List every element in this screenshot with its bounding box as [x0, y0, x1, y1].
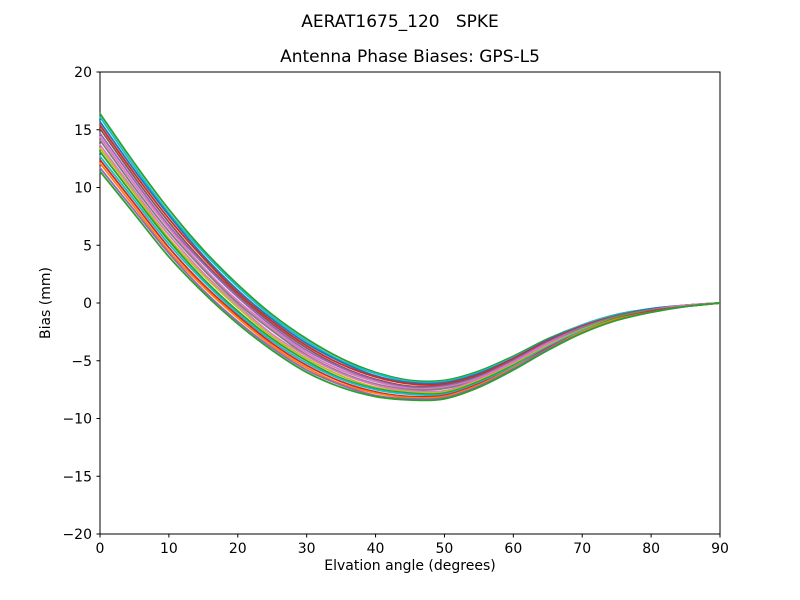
y-tick-label: 15	[74, 123, 92, 139]
x-tick-label: 60	[504, 541, 522, 557]
x-tick-label: 50	[436, 541, 454, 557]
series-line-line-16	[99, 170, 721, 402]
x-tick-label: 70	[573, 541, 591, 557]
y-tick-label: −15	[62, 469, 92, 485]
series-lines	[99, 112, 721, 402]
x-tick-label: 40	[367, 541, 385, 557]
y-tick-label: −5	[71, 354, 92, 370]
x-tick-label: 90	[711, 541, 729, 557]
figure-title: AERAT1675_120 SPKE	[301, 12, 499, 32]
y-tick-label: 5	[83, 238, 92, 254]
y-tick-label: −10	[62, 412, 92, 428]
plot-border	[99, 71, 721, 535]
chart-title: Antenna Phase Biases: GPS-L5	[280, 47, 540, 67]
x-tick-label: 20	[229, 541, 247, 557]
series-line-line-6	[99, 132, 721, 389]
y-tick-label: −20	[62, 527, 92, 543]
x-tick-label: 80	[642, 541, 660, 557]
y-axis-label: Bias (mm)	[38, 266, 54, 340]
series-line-line-2	[99, 116, 721, 384]
x-axis-label: Elvation angle (degrees)	[324, 558, 496, 574]
x-tick-label: 30	[298, 541, 316, 557]
series-line-line-11	[99, 150, 721, 396]
y-tick-label: 0	[83, 296, 92, 312]
series-line-line-13	[99, 158, 721, 398]
series-line-line-8	[99, 139, 721, 391]
series-line-line-5	[99, 127, 721, 388]
axis-ticks: 0 10 20 30 40 50 60 70 80 90 −20 −15 −10 −5 0 5 10 15 20	[62, 65, 728, 557]
x-tick-label: 10	[160, 541, 178, 557]
series-line-line-14	[99, 162, 721, 400]
y-tick-label: 20	[74, 65, 92, 81]
x-tick-label: 0	[96, 541, 105, 557]
y-tick-label: 10	[74, 181, 92, 197]
